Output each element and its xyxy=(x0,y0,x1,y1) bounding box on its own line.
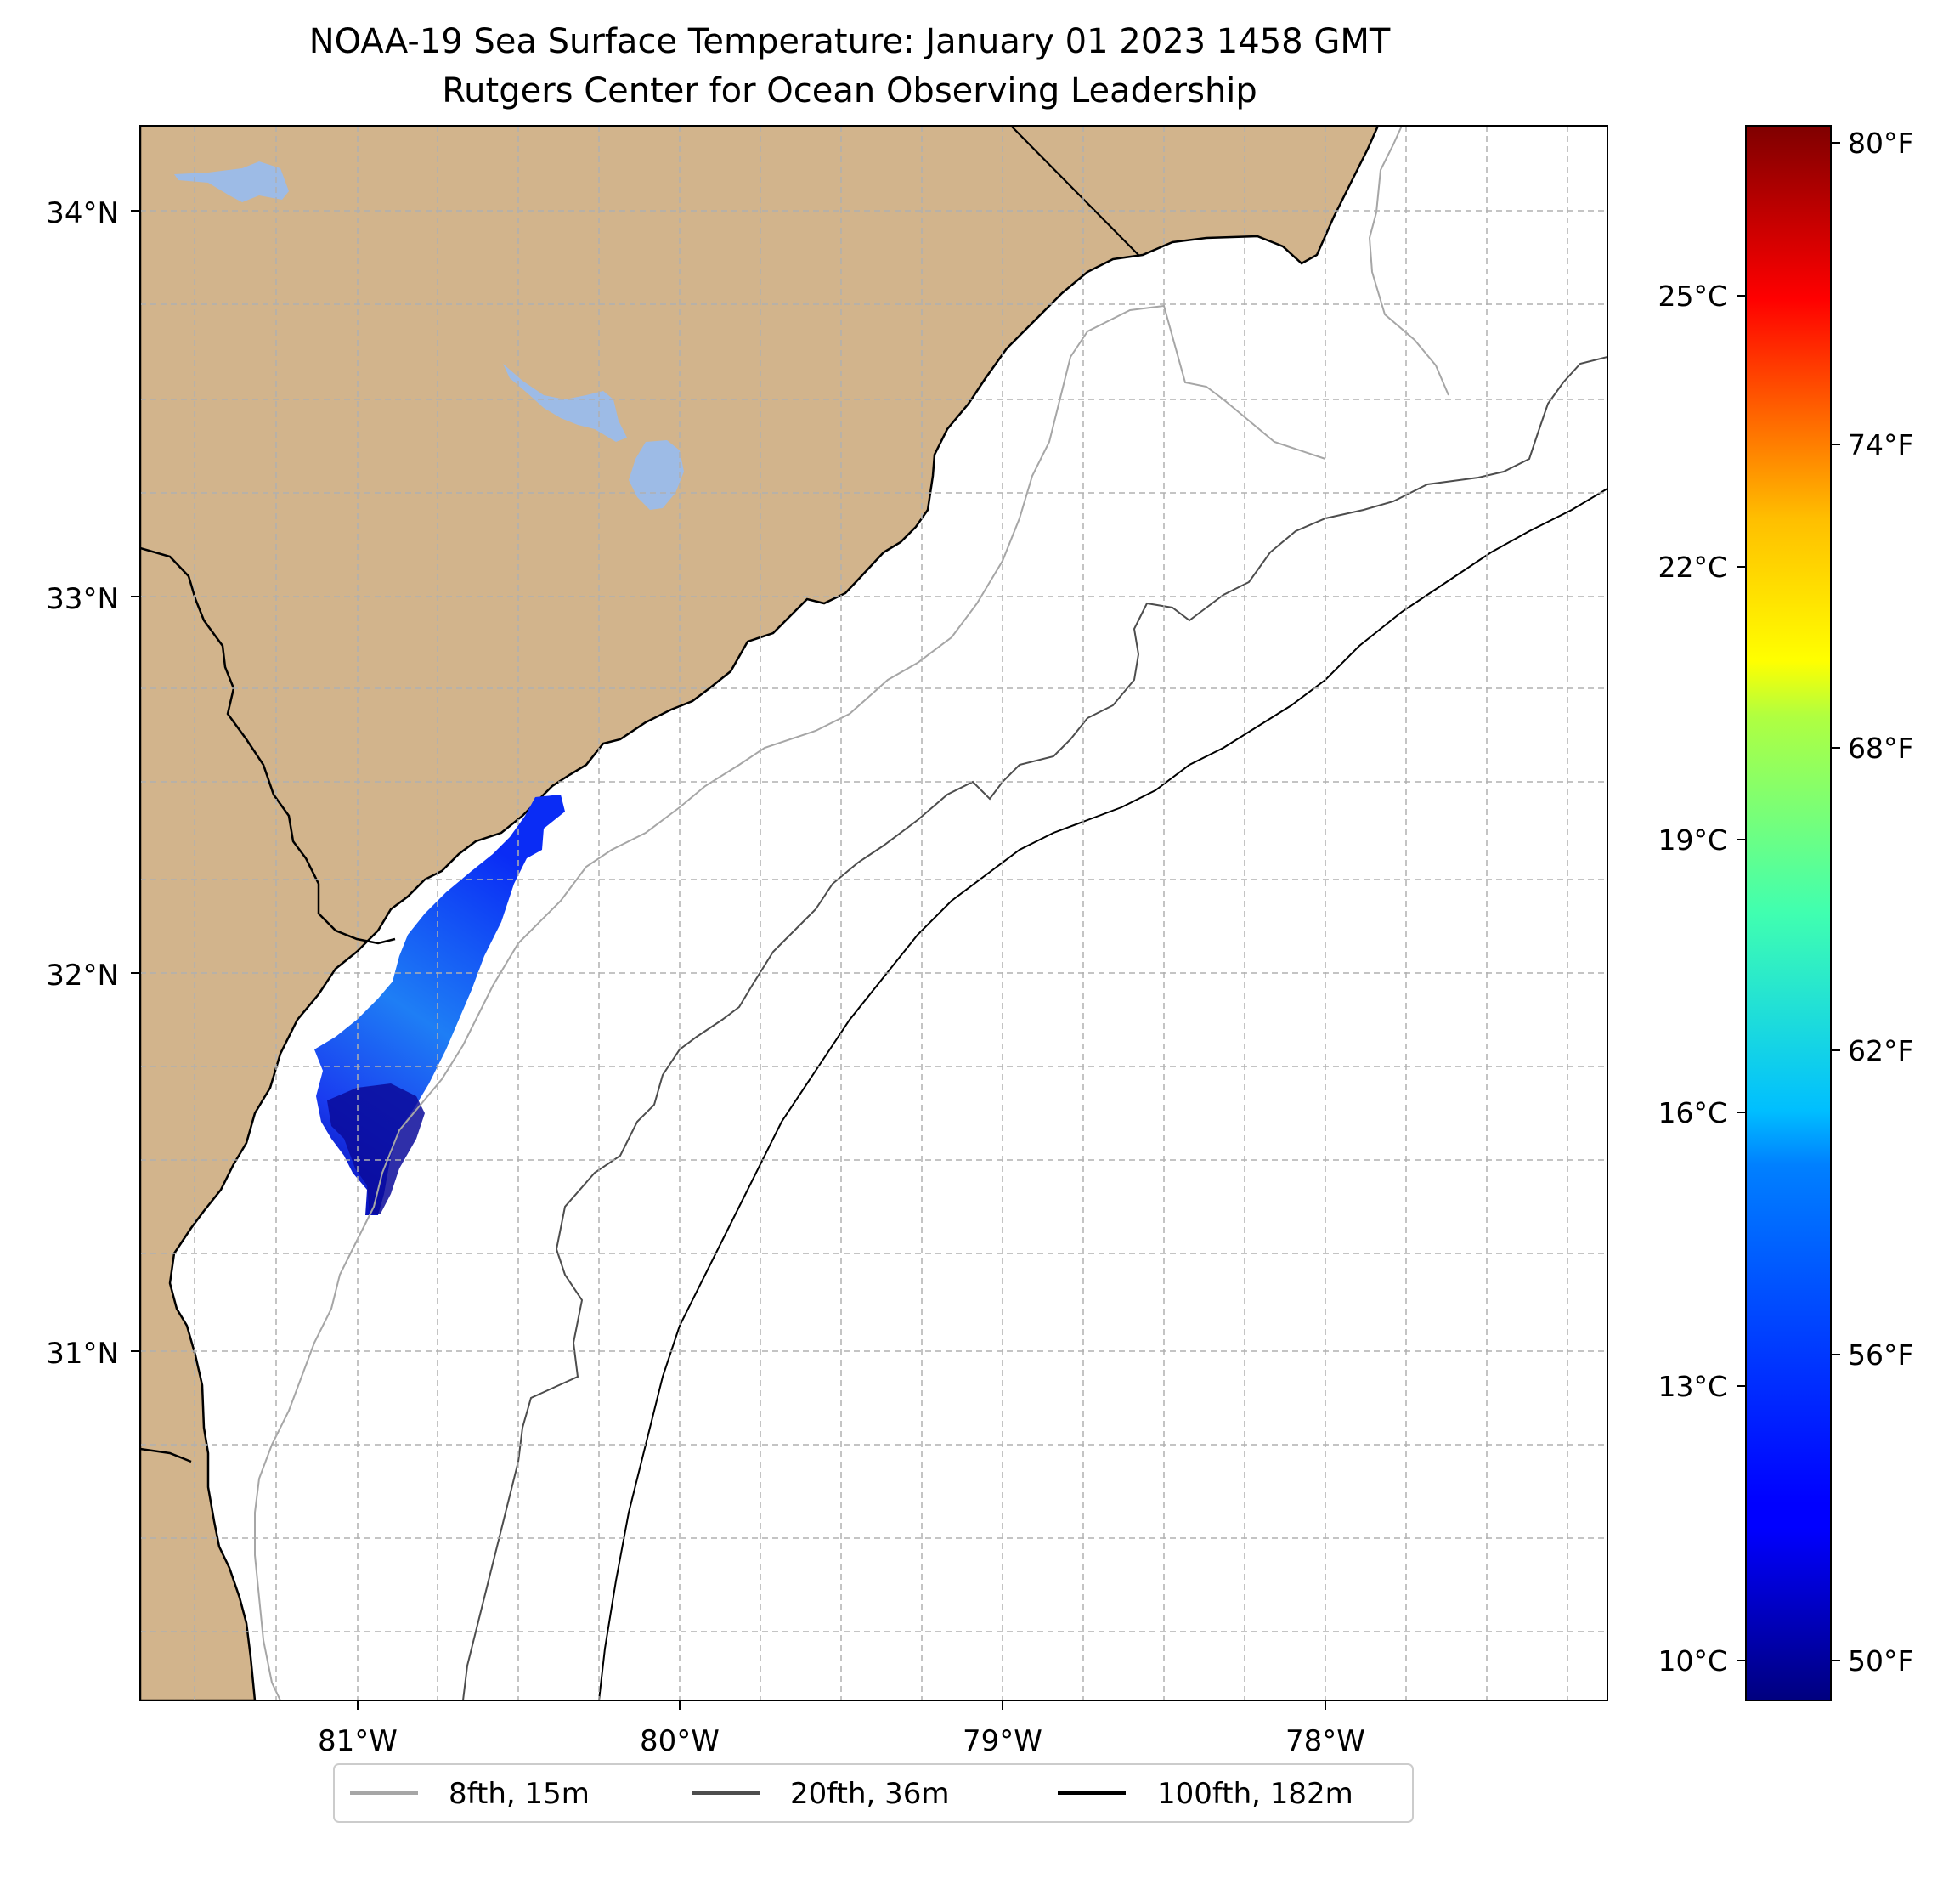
lon-label: 79°W xyxy=(963,1724,1042,1758)
colorbar-fahrenheit-label: 62°F xyxy=(1848,1034,1913,1067)
axis-ticks xyxy=(131,210,1326,1710)
lat-label: 33°N xyxy=(46,582,119,616)
lat-label: 34°N xyxy=(46,196,119,230)
colorbar-celsius-label: 10°C xyxy=(1658,1644,1727,1677)
colorbar-fahrenheit-label: 74°F xyxy=(1848,428,1913,461)
colorbar-fahrenheit-label: 68°F xyxy=(1848,732,1913,765)
isobath-8fth xyxy=(254,126,1449,1700)
map-frame xyxy=(139,125,1608,1701)
map-area xyxy=(140,126,1607,1700)
colorbar-fahrenheit-label: 50°F xyxy=(1848,1644,1913,1677)
colorbar xyxy=(1745,125,1832,1701)
river xyxy=(140,546,396,945)
lon-label: 80°W xyxy=(640,1724,720,1758)
title-line-1: NOAA-19 Sea Surface Temperature: January… xyxy=(309,22,1391,61)
colorbar-celsius-label: 13°C xyxy=(1658,1370,1727,1403)
colorbar-celsius-label: 25°C xyxy=(1658,280,1727,313)
state-boundary xyxy=(1010,126,1139,256)
legend-box xyxy=(333,1763,1414,1823)
river xyxy=(140,1447,192,1463)
colorbar-ticks xyxy=(1737,142,1840,1661)
lat-label: 31°N xyxy=(46,1337,119,1371)
sst-cold-core xyxy=(327,1083,425,1214)
lake xyxy=(174,161,289,202)
legend-label: 20fth, 36m xyxy=(790,1777,950,1811)
colorbar-fahrenheit-label: 56°F xyxy=(1848,1338,1913,1372)
colorbar-celsius-label: 22°C xyxy=(1658,551,1727,584)
isobath-20fth xyxy=(462,356,1607,1700)
colorbar-celsius-label: 16°C xyxy=(1658,1096,1727,1129)
gridlines xyxy=(140,126,1607,1700)
legend-label: 100fth, 182m xyxy=(1157,1777,1353,1811)
lon-label: 81°W xyxy=(318,1724,398,1758)
colorbar-celsius-label: 19°C xyxy=(1658,823,1727,857)
lake xyxy=(503,364,627,442)
title-line-2: Rutgers Center for Ocean Observing Leade… xyxy=(442,71,1257,110)
colorbar-fahrenheit-label: 80°F xyxy=(1848,127,1913,160)
lat-label: 32°N xyxy=(46,959,119,993)
legend-label: 8fth, 15m xyxy=(449,1777,590,1811)
land-mass xyxy=(140,126,1380,1700)
lon-label: 78°W xyxy=(1285,1724,1365,1758)
